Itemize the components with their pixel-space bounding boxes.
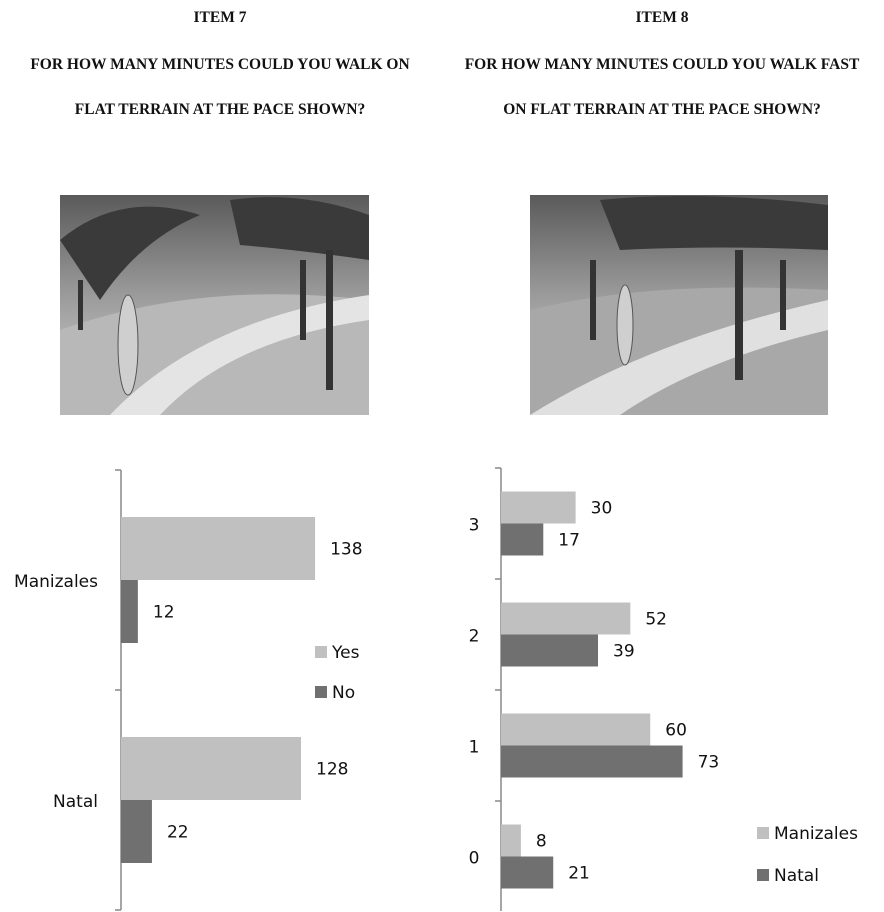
- data-label: 39: [613, 642, 635, 662]
- data-label: 21: [568, 864, 590, 884]
- legend-swatch: [315, 686, 327, 698]
- data-label: 8: [536, 832, 547, 852]
- data-label: 17: [558, 531, 580, 551]
- data-label: 73: [698, 753, 720, 773]
- legend-label: No: [332, 683, 355, 703]
- legend-swatch: [757, 827, 769, 839]
- bar: [501, 857, 553, 889]
- figure: Manizales 138 12 Natal 128 22 Yes No 3 30 17 2 52 39 1…: [0, 0, 884, 912]
- legend-swatch: [315, 646, 327, 658]
- illustration: [530, 195, 828, 415]
- bar: [501, 492, 576, 524]
- data-label: 138: [330, 540, 362, 560]
- y-tick-label: 0: [469, 849, 480, 869]
- bar: [501, 603, 630, 635]
- legend-label: Manizales: [774, 824, 858, 844]
- bar: [121, 517, 315, 580]
- bar: [121, 737, 301, 800]
- y-tick-label: Manizales: [14, 572, 98, 592]
- data-label: 22: [167, 823, 189, 843]
- data-label: 30: [591, 499, 613, 519]
- bar: [121, 800, 152, 863]
- y-tick-label: 2: [469, 627, 480, 647]
- y-tick-label: 3: [469, 516, 480, 536]
- bar: [121, 580, 138, 643]
- data-label: 12: [153, 603, 175, 623]
- bar: [501, 714, 650, 746]
- bar: [501, 524, 543, 556]
- data-label: 128: [316, 760, 348, 780]
- page: ITEM 7 FOR HOW MANY MINUTES COULD YOU WA…: [0, 0, 884, 912]
- illustration: [60, 195, 369, 415]
- bar: [501, 825, 521, 857]
- bar: [501, 635, 598, 667]
- legend-swatch: [757, 869, 769, 881]
- legend-label: Natal: [774, 866, 819, 886]
- bar: [501, 746, 683, 778]
- data-label: 60: [665, 721, 687, 741]
- y-tick-label: 1: [469, 738, 480, 758]
- data-label: 52: [645, 610, 667, 630]
- y-tick-label: Natal: [53, 792, 98, 812]
- legend-label: Yes: [331, 643, 360, 663]
